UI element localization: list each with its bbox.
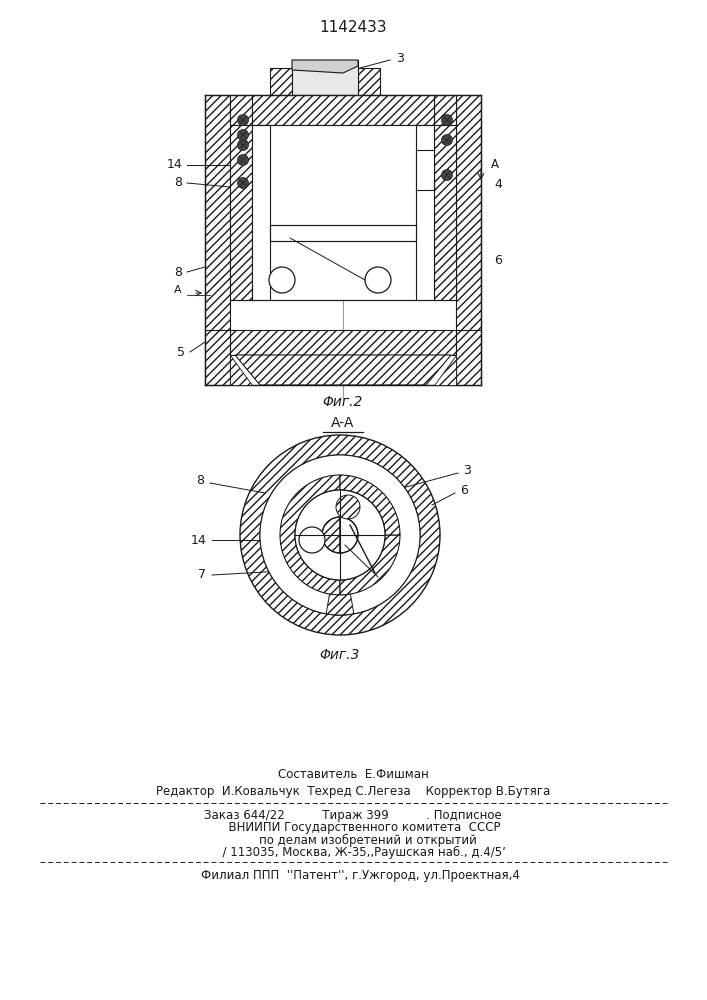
Circle shape [238, 114, 248, 125]
Text: Филиал ППП  ''Патент'', г.Ужгород, ул.Проектная,4: Филиал ППП ''Патент'', г.Ужгород, ул.Про… [186, 868, 520, 882]
Polygon shape [434, 355, 456, 385]
Text: Φиг.2: Φиг.2 [323, 395, 363, 409]
Bar [230, 330, 456, 355]
Text: Составитель  Е.Фишман: Составитель Е.Фишман [278, 768, 428, 782]
Wedge shape [340, 517, 358, 553]
Bar [270, 68, 292, 100]
Text: Φиг.3: Φиг.3 [320, 648, 360, 662]
Bar [270, 225, 416, 241]
Bar [416, 150, 434, 190]
Polygon shape [230, 355, 252, 385]
Circle shape [295, 490, 385, 580]
Text: 14: 14 [190, 534, 206, 546]
Bar [205, 330, 230, 385]
Text: Редактор  И.Ковальчук  Техред С.Легеза    Корректор В.Бутяга: Редактор И.Ковальчук Техред С.Легеза Кор… [156, 786, 550, 798]
Circle shape [238, 129, 248, 140]
Bar [230, 95, 252, 125]
Text: 6: 6 [494, 253, 502, 266]
Text: 5: 5 [177, 346, 185, 359]
Bar [292, 60, 358, 100]
Circle shape [238, 433, 442, 637]
Bar [434, 95, 456, 125]
Text: 8: 8 [196, 475, 204, 488]
Text: 4: 4 [494, 178, 502, 192]
Text: 14: 14 [166, 158, 182, 172]
Bar [252, 95, 434, 125]
Circle shape [238, 178, 248, 188]
Text: A-A: A-A [332, 416, 355, 430]
Text: 3: 3 [463, 464, 471, 478]
Text: 7: 7 [198, 568, 206, 582]
Circle shape [238, 154, 248, 165]
Polygon shape [292, 60, 358, 73]
Wedge shape [240, 435, 440, 635]
Text: 8: 8 [174, 265, 182, 278]
Wedge shape [280, 475, 340, 595]
Circle shape [299, 527, 325, 553]
Text: ВНИИПИ Государственного комитета  СССР: ВНИИПИ Государственного комитета СССР [206, 822, 501, 834]
Wedge shape [326, 594, 354, 615]
Bar [456, 95, 481, 385]
Polygon shape [235, 355, 451, 385]
Wedge shape [340, 535, 400, 595]
Bar [252, 125, 434, 300]
Text: 6: 6 [460, 485, 468, 497]
Bar [434, 125, 456, 300]
Circle shape [269, 267, 295, 293]
Wedge shape [340, 475, 400, 535]
Bar [358, 68, 380, 100]
Bar [230, 125, 252, 300]
Wedge shape [322, 517, 340, 553]
Bar [456, 330, 481, 385]
Circle shape [441, 169, 452, 180]
Circle shape [441, 114, 452, 125]
Wedge shape [336, 495, 360, 519]
Circle shape [365, 267, 391, 293]
Text: 8: 8 [174, 176, 182, 190]
Text: A: A [491, 158, 499, 172]
Text: по делам изобретений и открытий: по делам изобретений и открытий [229, 833, 477, 847]
Text: 3: 3 [396, 51, 404, 64]
Text: A: A [175, 285, 182, 295]
Text: Заказ 644/22          Тираж 399          . Подписное: Заказ 644/22 Тираж 399 . Подписное [204, 808, 502, 822]
Bar [205, 95, 230, 385]
Bar [230, 355, 456, 385]
Text: 1142433: 1142433 [319, 19, 387, 34]
Text: / 113035, Москва, Ж-35,,Раушская наб., д.4/5ʼ: / 113035, Москва, Ж-35,,Раушская наб., д… [200, 845, 506, 859]
Circle shape [260, 455, 420, 615]
Circle shape [238, 139, 248, 150]
Circle shape [441, 134, 452, 145]
